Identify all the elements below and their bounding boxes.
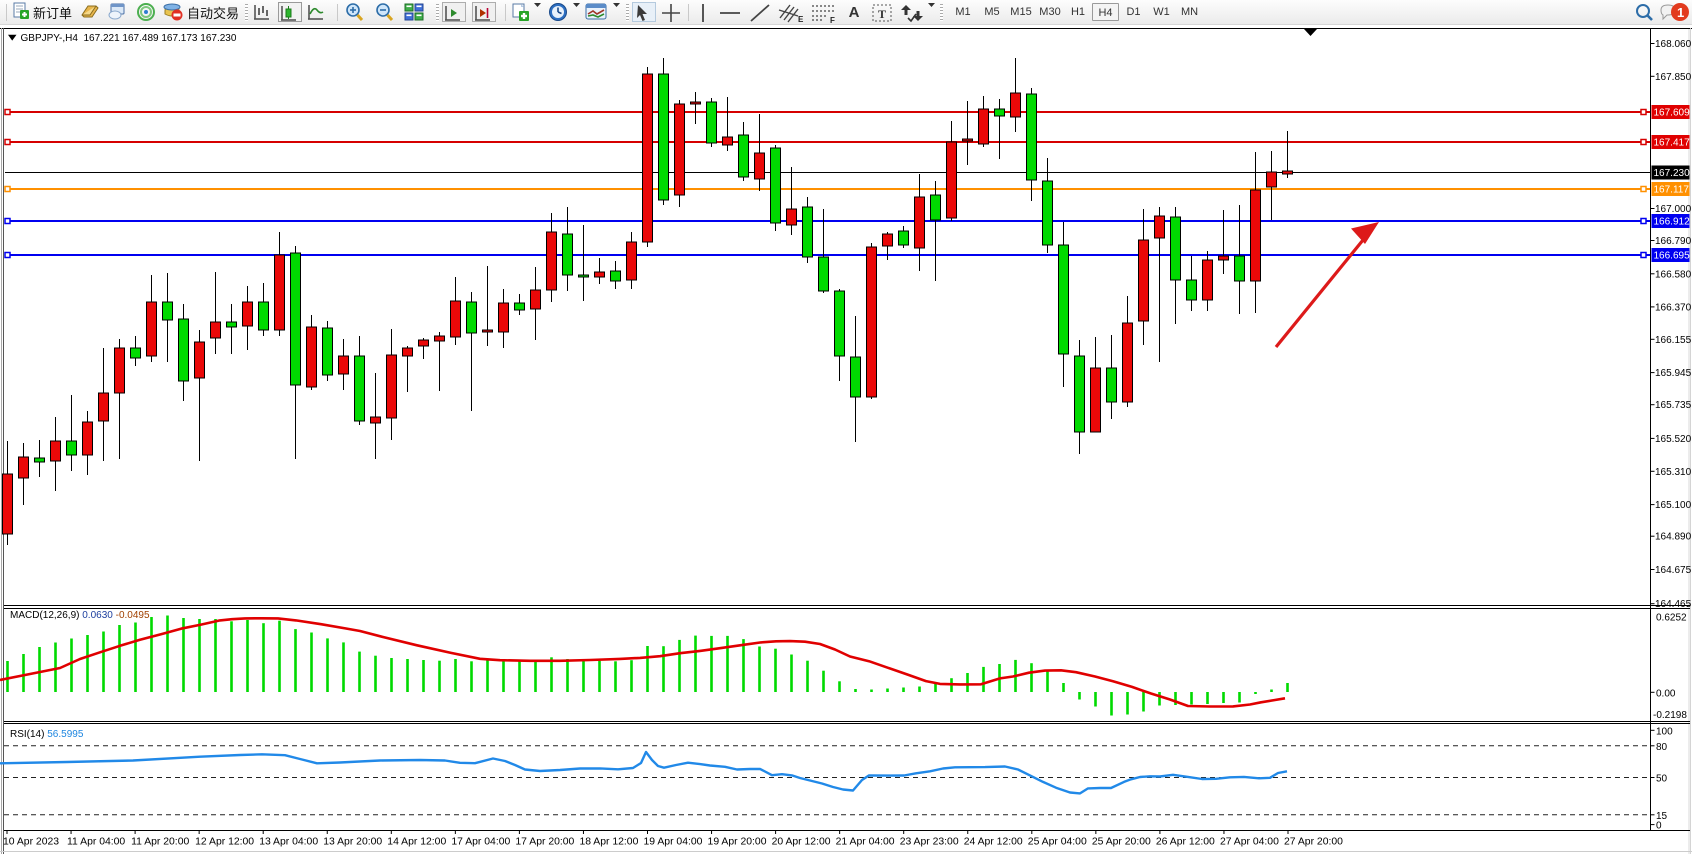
svg-text:27 Apr 20:00: 27 Apr 20:00 bbox=[1284, 837, 1343, 848]
svg-text:0.00: 0.00 bbox=[1656, 688, 1676, 699]
svg-text:80: 80 bbox=[1656, 742, 1668, 753]
svg-text:167.850: 167.850 bbox=[1655, 72, 1692, 83]
svg-text:167.609: 167.609 bbox=[1654, 108, 1691, 119]
svg-text:100: 100 bbox=[1656, 726, 1673, 737]
svg-text:166.155: 166.155 bbox=[1655, 335, 1692, 346]
svg-text:166.580: 166.580 bbox=[1655, 269, 1692, 280]
svg-text:14 Apr 12:00: 14 Apr 12:00 bbox=[387, 837, 446, 848]
svg-text:167.000: 167.000 bbox=[1655, 204, 1692, 215]
svg-text:166.790: 166.790 bbox=[1655, 236, 1692, 247]
svg-text:12 Apr 12:00: 12 Apr 12:00 bbox=[195, 837, 254, 848]
svg-text:19 Apr 04:00: 19 Apr 04:00 bbox=[644, 837, 703, 848]
svg-text:166.370: 166.370 bbox=[1655, 302, 1692, 313]
svg-text:T: T bbox=[878, 7, 886, 21]
svg-text:25 Apr 20:00: 25 Apr 20:00 bbox=[1092, 837, 1151, 848]
svg-text:165.100: 165.100 bbox=[1655, 500, 1692, 511]
svg-text:GBPJPY-,H4 167.221 167.489 16: GBPJPY-,H4 167.221 167.489 167.173 167.2… bbox=[21, 33, 237, 44]
svg-text:11 Apr 04:00: 11 Apr 04:00 bbox=[67, 837, 125, 848]
svg-text:21 Apr 04:00: 21 Apr 04:00 bbox=[836, 837, 895, 848]
svg-text:F: F bbox=[830, 16, 835, 24]
svg-text:164.465: 164.465 bbox=[1655, 599, 1692, 610]
svg-text:164.675: 164.675 bbox=[1655, 565, 1692, 576]
svg-text:19 Apr 20:00: 19 Apr 20:00 bbox=[708, 837, 767, 848]
svg-text:165.520: 165.520 bbox=[1655, 434, 1692, 445]
svg-text:165.310: 165.310 bbox=[1655, 467, 1692, 478]
svg-text:11 Apr 20:00: 11 Apr 20:00 bbox=[131, 837, 189, 848]
svg-text:167.117: 167.117 bbox=[1654, 185, 1690, 196]
svg-text:26 Apr 12:00: 26 Apr 12:00 bbox=[1156, 837, 1215, 848]
svg-text:167.417: 167.417 bbox=[1654, 138, 1691, 149]
svg-text:168.060: 168.060 bbox=[1655, 39, 1692, 50]
svg-text:165.735: 165.735 bbox=[1655, 400, 1692, 411]
svg-text:0.6252: 0.6252 bbox=[1656, 612, 1687, 623]
svg-text:13 Apr 20:00: 13 Apr 20:00 bbox=[323, 837, 382, 848]
svg-text:50: 50 bbox=[1656, 774, 1668, 785]
svg-text:166.912: 166.912 bbox=[1654, 217, 1691, 228]
svg-text:27 Apr 04:00: 27 Apr 04:00 bbox=[1220, 837, 1279, 848]
svg-text:24 Apr 12:00: 24 Apr 12:00 bbox=[964, 837, 1023, 848]
svg-text:164.890: 164.890 bbox=[1655, 532, 1692, 543]
svg-text:1: 1 bbox=[1677, 5, 1684, 20]
svg-text:E: E bbox=[798, 15, 804, 24]
svg-text:166.695: 166.695 bbox=[1654, 251, 1691, 262]
svg-text:23 Apr 23:00: 23 Apr 23:00 bbox=[900, 837, 959, 848]
svg-text:167.230: 167.230 bbox=[1654, 168, 1691, 179]
svg-text:165.945: 165.945 bbox=[1655, 368, 1692, 379]
svg-text:0: 0 bbox=[1656, 821, 1662, 832]
svg-text:17 Apr 20:00: 17 Apr 20:00 bbox=[515, 837, 574, 848]
svg-text:20 Apr 12:00: 20 Apr 12:00 bbox=[772, 837, 831, 848]
svg-text:10 Apr 2023: 10 Apr 2023 bbox=[3, 837, 59, 848]
svg-text:-0.2198: -0.2198 bbox=[1653, 710, 1687, 721]
svg-text:RSI(14) 56.5995: RSI(14) 56.5995 bbox=[10, 729, 84, 740]
svg-text:13 Apr 04:00: 13 Apr 04:00 bbox=[259, 837, 318, 848]
svg-text:25 Apr 04:00: 25 Apr 04:00 bbox=[1028, 837, 1087, 848]
svg-text:17 Apr 04:00: 17 Apr 04:00 bbox=[451, 837, 510, 848]
svg-text:MACD(12,26,9) 0.0630 -0.0495: MACD(12,26,9) 0.0630 -0.0495 bbox=[10, 610, 150, 621]
svg-text:15: 15 bbox=[1656, 811, 1668, 822]
svg-text:18 Apr 12:00: 18 Apr 12:00 bbox=[579, 837, 638, 848]
